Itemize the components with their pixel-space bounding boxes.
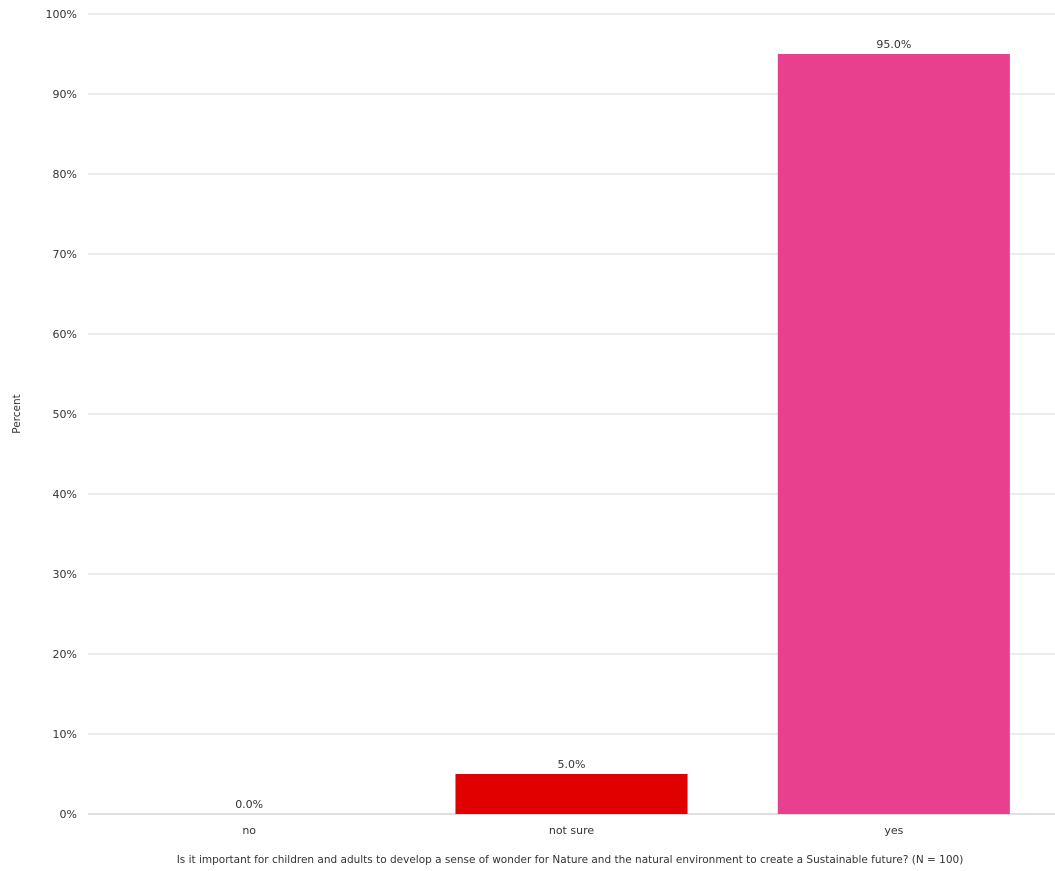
bar-not-sure (455, 774, 688, 814)
y-tick-label: 50% (53, 408, 77, 421)
x-axis-title: Is it important for children and adults … (177, 854, 964, 866)
y-tick-label: 40% (53, 488, 77, 501)
data-label: 95.0% (876, 38, 911, 51)
x-axis-categories: no not sure yes (242, 824, 903, 837)
y-tick-label: 80% (53, 168, 77, 181)
x-category-label: yes (884, 824, 903, 837)
y-axis-ticks: 0% 10% 20% 30% 40% 50% 60% 70% 80% 90% 100% (46, 8, 77, 821)
y-tick-label: 60% (53, 328, 77, 341)
bar-yes (777, 54, 1010, 814)
y-axis-title: Percent (11, 394, 23, 434)
bars (455, 54, 1010, 814)
x-category-label: not sure (549, 824, 594, 837)
data-labels: 0.0% 5.0% 95.0% (235, 38, 911, 811)
y-tick-label: 0% (60, 808, 77, 821)
y-tick-label: 30% (53, 568, 77, 581)
data-label: 5.0% (558, 758, 586, 771)
y-tick-label: 20% (53, 648, 77, 661)
data-label: 0.0% (235, 798, 263, 811)
y-tick-label: 70% (53, 248, 77, 261)
x-category-label: no (242, 824, 256, 837)
y-tick-label: 90% (53, 88, 77, 101)
y-tick-label: 10% (53, 728, 77, 741)
y-tick-label: 100% (46, 8, 77, 21)
